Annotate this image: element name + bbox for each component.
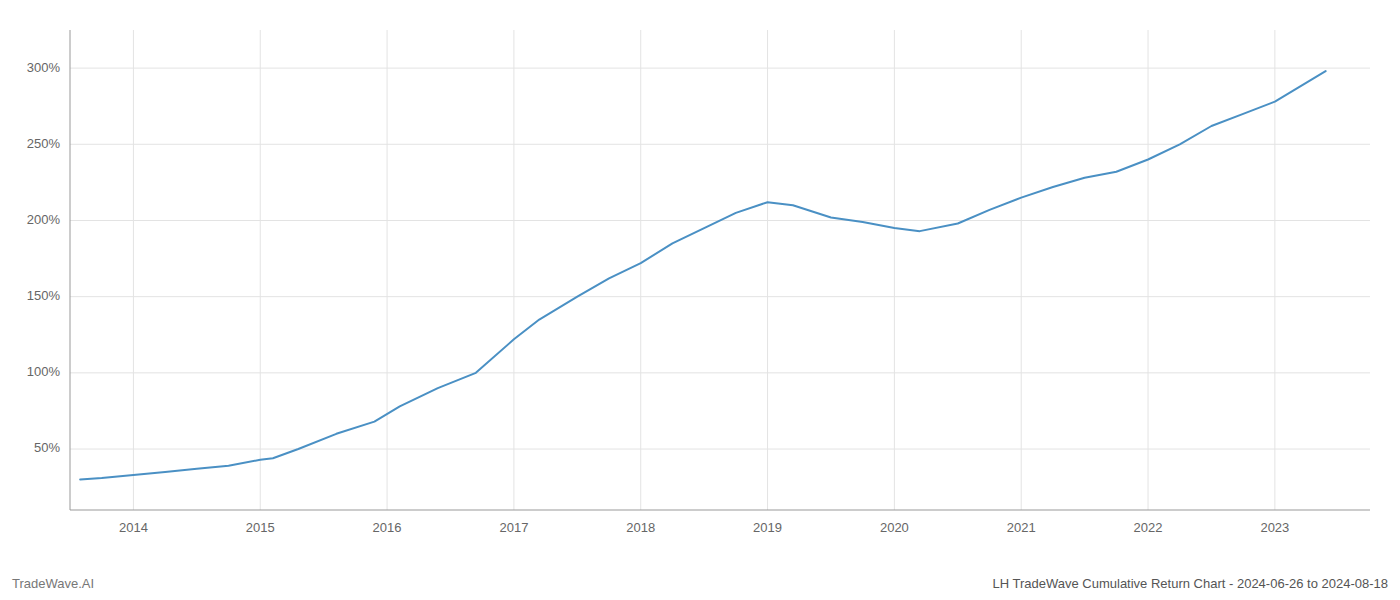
- x-grid-line: [640, 30, 641, 510]
- x-grid-line: [260, 30, 261, 510]
- x-tick-label: 2017: [499, 520, 528, 535]
- x-axis-line: [70, 510, 1370, 511]
- x-grid-line: [133, 30, 134, 510]
- y-tick-label: 100%: [27, 364, 61, 379]
- x-grid-line: [894, 30, 895, 510]
- x-tick-label: 2019: [753, 520, 782, 535]
- y-grid-line: [70, 296, 1370, 297]
- x-tick-label: 2016: [373, 520, 402, 535]
- footer: TradeWave.AI LH TradeWave Cumulative Retu…: [12, 576, 1388, 591]
- y-tick-label: 50%: [34, 440, 60, 455]
- y-tick-label: 250%: [27, 136, 61, 151]
- grid: [70, 30, 1370, 510]
- x-tick-label: 2022: [1134, 520, 1163, 535]
- y-axis-line: [70, 30, 71, 510]
- x-tick-label: 2020: [880, 520, 909, 535]
- x-grid-line: [513, 30, 514, 510]
- y-grid-line: [70, 372, 1370, 373]
- title: LH TradeWave Cumulative Return Chart - 2…: [992, 576, 1388, 591]
- page: {"chart_data": {"type": "line", "title":…: [0, 0, 1400, 600]
- watermark: TradeWave.AI: [12, 576, 94, 591]
- x-tick-label: 2015: [246, 520, 275, 535]
- x-grid-line: [387, 30, 388, 510]
- x-tick-label: 2018: [626, 520, 655, 535]
- x-grid-line: [767, 30, 768, 510]
- y-axis: 50% 100% 150% 200% 250% 300%: [27, 30, 70, 510]
- x-axis: 2014 2015 2016 2017 2018 2019 2020 2021 2022 2023: [70, 510, 1370, 535]
- y-tick-label: 150%: [27, 288, 61, 303]
- x-grid-line: [1148, 30, 1149, 510]
- return-line: [80, 71, 1325, 479]
- y-tick-label: 300%: [27, 60, 61, 75]
- x-tick-label: 2014: [119, 520, 148, 535]
- y-grid-line: [70, 449, 1370, 450]
- chart: 50%100%150%200%250%300%20142015201620172…: [0, 0, 1400, 600]
- x-tick-label: 2023: [1260, 520, 1289, 535]
- plot-area: [80, 71, 1325, 479]
- x-grid-line: [1021, 30, 1022, 510]
- y-grid-line: [70, 144, 1370, 145]
- y-grid-line: [70, 68, 1370, 69]
- x-tick-label: 2021: [1007, 520, 1036, 535]
- y-tick-label: 200%: [27, 212, 61, 227]
